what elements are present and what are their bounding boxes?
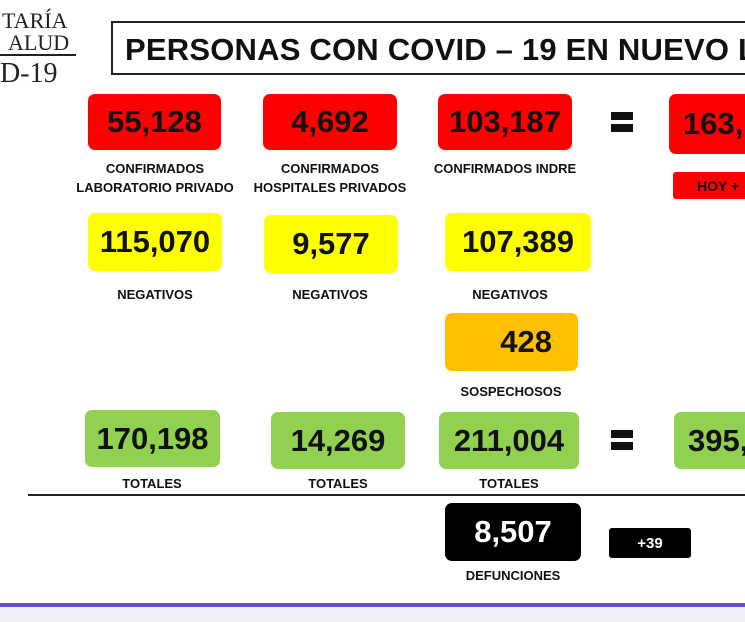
defunciones-value: 8,507 bbox=[445, 503, 581, 561]
logo-line-1: TARÍA bbox=[2, 8, 68, 33]
confirmados-hospitales-value: 4,692 bbox=[263, 94, 397, 150]
bottom-accent-bar bbox=[0, 603, 745, 622]
confirmados-indre-value: 103,187 bbox=[438, 94, 572, 150]
confirmados-total-value: 163, bbox=[669, 94, 745, 154]
defunciones-label: DEFUNCIONES bbox=[465, 568, 561, 583]
equals-icon-confirmados-bottom bbox=[611, 124, 633, 132]
page-title: PERSONAS CON COVID – 19 EN NUEVO L bbox=[125, 32, 745, 67]
negativos-hospitales-label: NEGATIVOS bbox=[292, 287, 368, 302]
sospechosos-label: SOSPECHOSOS bbox=[460, 384, 562, 399]
title-box: PERSONAS CON COVID – 19 EN NUEVO L bbox=[111, 21, 745, 75]
negativos-indre-label: NEGATIVOS bbox=[472, 287, 548, 302]
equals-icon-totales-top bbox=[611, 430, 633, 438]
confirmados-privado-value: 55,128 bbox=[88, 94, 221, 150]
confirmados-hospitales-label-1: CONFIRMADOS bbox=[280, 161, 380, 176]
confirmados-privado-label-2: LABORATORIO PRIVADO bbox=[76, 180, 234, 195]
totales-hospitales-label: TOTALES bbox=[308, 476, 368, 491]
confirmados-hospitales-label-2: HOSPITALES PRIVADOS bbox=[253, 180, 407, 195]
defunciones-delta-badge: +39 bbox=[609, 528, 691, 558]
totales-total-value: 395, bbox=[674, 412, 745, 469]
sospechosos-value: 428 bbox=[445, 313, 578, 371]
logo-line-3: D-19 bbox=[0, 58, 58, 89]
hoy-badge: HOY + bbox=[673, 172, 745, 199]
logo-line-2: ALUD bbox=[8, 30, 70, 55]
totales-hospitales-value: 14,269 bbox=[271, 412, 405, 469]
totales-privado-label: TOTALES bbox=[122, 476, 182, 491]
negativos-privado-value: 115,070 bbox=[88, 213, 222, 271]
equals-icon-totales-bottom bbox=[611, 442, 633, 450]
section-divider bbox=[28, 494, 745, 496]
negativos-hospitales-value: 9,577 bbox=[264, 215, 398, 273]
equals-icon-confirmados-top bbox=[611, 112, 633, 120]
totales-indre-label: TOTALES bbox=[479, 476, 539, 491]
confirmados-privado-label-1: CONFIRMADOS bbox=[105, 161, 205, 176]
confirmados-indre-label: CONFIRMADOS INDRE bbox=[433, 161, 577, 176]
totales-indre-value: 211,004 bbox=[439, 412, 579, 469]
logo-divider bbox=[0, 54, 76, 56]
negativos-indre-value: 107,389 bbox=[445, 213, 591, 271]
negativos-privado-label: NEGATIVOS bbox=[117, 287, 193, 302]
totales-privado-value: 170,198 bbox=[85, 410, 220, 467]
